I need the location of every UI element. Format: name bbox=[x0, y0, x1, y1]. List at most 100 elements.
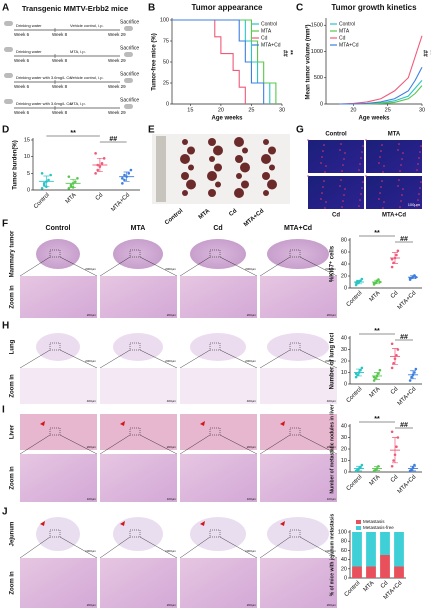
group-label: Control bbox=[325, 132, 347, 138]
label: Week 29 bbox=[108, 58, 126, 63]
significance: ** bbox=[374, 328, 380, 335]
signal bbox=[382, 207, 384, 209]
x-tick-label: Control bbox=[346, 386, 364, 404]
legend-label: Cd bbox=[261, 35, 268, 41]
arrowhead bbox=[40, 421, 45, 426]
sd-bar bbox=[392, 437, 398, 464]
signal bbox=[341, 206, 343, 208]
arrowhead bbox=[120, 421, 125, 426]
signal bbox=[379, 192, 381, 194]
significance: ** bbox=[374, 230, 380, 237]
arrowhead bbox=[40, 521, 45, 526]
sd-bar bbox=[356, 465, 362, 472]
zoom-line bbox=[219, 536, 258, 559]
y-axis-label: %Ki67⁺ cells bbox=[329, 245, 336, 282]
legend-swatch bbox=[356, 520, 361, 524]
y-tick-label: 20 bbox=[341, 273, 347, 279]
zoom-image bbox=[20, 454, 97, 502]
label: Week 6 bbox=[14, 110, 30, 115]
signal bbox=[320, 162, 322, 164]
data-point bbox=[40, 172, 44, 175]
label: Week 8 bbox=[52, 84, 68, 89]
data-point bbox=[390, 366, 394, 370]
signal bbox=[307, 139, 309, 141]
group-label: Cd bbox=[228, 208, 238, 218]
sd-bar bbox=[392, 252, 398, 264]
signal bbox=[401, 158, 403, 160]
scale-bar-label: 2000μm bbox=[245, 359, 256, 363]
y-axis-label: Number of metastatic nodules in liver bbox=[329, 404, 335, 493]
y-tick-label: 0 bbox=[166, 101, 169, 107]
zoom-line bbox=[139, 536, 178, 559]
label: Sacrifice bbox=[120, 71, 139, 77]
scale-bar-label: 200μm bbox=[327, 445, 337, 449]
data-point bbox=[390, 464, 394, 468]
label: Week 8 bbox=[52, 32, 68, 37]
sd-bar bbox=[374, 466, 380, 471]
legend-label: MTA+Cd bbox=[261, 42, 281, 48]
data-point bbox=[395, 445, 398, 449]
mouse-icon bbox=[4, 47, 13, 52]
y-tick-label: 5 bbox=[27, 171, 30, 177]
zoom-line bbox=[99, 349, 131, 369]
data-point bbox=[377, 372, 380, 375]
x-tick-label: MTA+Cd bbox=[110, 192, 131, 213]
zoom-image bbox=[180, 558, 257, 608]
legend-label: Metastasis bbox=[363, 519, 385, 524]
y-axis-label: % of mice with jejunum metastasis bbox=[329, 514, 335, 597]
signal bbox=[362, 181, 364, 183]
y-tick-label: 40 bbox=[341, 335, 347, 341]
roi bbox=[289, 427, 301, 436]
scale-bar-label: 2000μm bbox=[85, 267, 96, 271]
zoom-line bbox=[179, 536, 211, 559]
signal bbox=[401, 194, 403, 196]
mouse-icon bbox=[4, 99, 13, 104]
x-tick-label: MTA bbox=[65, 192, 78, 205]
tumor bbox=[209, 156, 215, 162]
tumor bbox=[215, 181, 221, 188]
signal bbox=[325, 201, 327, 203]
signal bbox=[381, 144, 383, 146]
y-tick-label: 20 bbox=[341, 446, 347, 452]
mouse-icon bbox=[124, 78, 133, 83]
data-point bbox=[360, 366, 364, 370]
zoom-line bbox=[99, 256, 131, 277]
y-tick-label: 30 bbox=[341, 347, 347, 353]
signal bbox=[397, 149, 399, 151]
zoom-image bbox=[180, 276, 257, 318]
x-axis-label: Age weeks bbox=[211, 116, 243, 122]
data-point bbox=[392, 459, 395, 462]
tumor bbox=[236, 173, 242, 179]
scale-bar-label: 2000μm bbox=[85, 359, 96, 363]
y-tick-label: 30 bbox=[341, 435, 347, 441]
data-point bbox=[96, 168, 100, 172]
data-point bbox=[67, 187, 71, 190]
mouse-icon bbox=[124, 52, 133, 57]
y-tick-label: 10 bbox=[24, 154, 30, 160]
label: Week 6 bbox=[14, 84, 30, 89]
y-tick-label: 15 bbox=[24, 137, 30, 143]
tissue bbox=[113, 239, 163, 269]
y-tick-label: 0 bbox=[27, 187, 30, 193]
zoom-line bbox=[59, 256, 98, 277]
data-point bbox=[395, 253, 398, 257]
x-tick-label: 30 bbox=[419, 107, 425, 113]
data-point bbox=[94, 172, 97, 175]
y-tick-label: 40 bbox=[341, 557, 347, 563]
arrowhead bbox=[280, 421, 285, 426]
x-tick-label: MTA bbox=[369, 290, 382, 303]
signal bbox=[397, 185, 399, 187]
signal bbox=[417, 199, 419, 201]
zoom-line bbox=[219, 256, 258, 277]
tissue bbox=[113, 333, 163, 361]
data-point bbox=[67, 175, 71, 178]
significance: ## bbox=[400, 422, 408, 429]
data-point bbox=[42, 182, 46, 185]
signal bbox=[399, 170, 401, 172]
roi bbox=[129, 529, 141, 538]
zoom-line bbox=[259, 349, 291, 369]
signal bbox=[358, 205, 360, 207]
y-tick-label: 100 bbox=[160, 17, 169, 23]
signal bbox=[383, 201, 385, 203]
